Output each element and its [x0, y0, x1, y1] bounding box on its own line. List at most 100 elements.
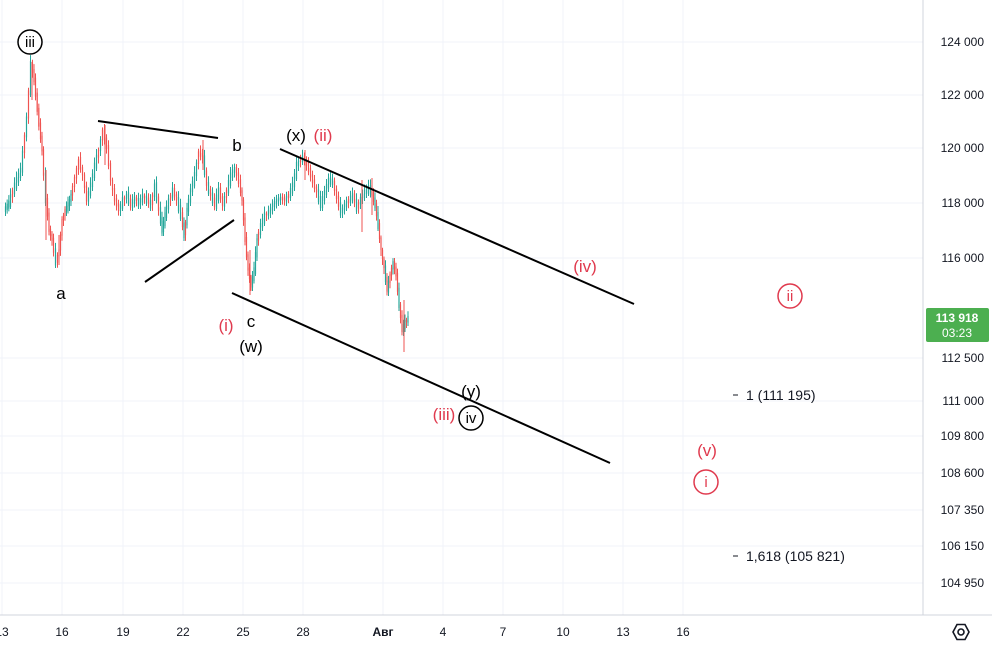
candle-body: [319, 196, 322, 209]
candle-body: [131, 199, 134, 209]
y-tick-label: 124 000: [941, 35, 985, 49]
candle-body: [121, 197, 124, 209]
candle-body: [347, 199, 350, 204]
candle-body: [239, 179, 242, 194]
wave-labels: iii a b (i) c (w) (x) (ii) (iv) ii (y) (iii) iv (v) i: [17, 29, 803, 495]
wave-label: (w): [239, 337, 263, 356]
settings-gear-icon[interactable]: [948, 620, 974, 644]
candle-body: [162, 220, 165, 233]
x-tick-label: 22: [176, 625, 190, 639]
candle-body: [271, 203, 274, 211]
wave-label: (x): [286, 126, 306, 145]
candle-body: [291, 182, 294, 194]
candle-body: [62, 214, 65, 221]
candle-body: [8, 200, 10, 209]
candle-body: [54, 248, 57, 266]
candle-body: [245, 237, 248, 258]
y-tick-label: 107 350: [941, 503, 985, 517]
candle-body: [289, 187, 292, 198]
price-badge-box: [926, 308, 989, 342]
candle-body: [173, 188, 176, 197]
candle-body: [169, 194, 172, 201]
candle-body: [49, 228, 52, 236]
candle-body: [81, 167, 84, 176]
trendline[interactable]: [279, 148, 635, 305]
wave-label-circle: [693, 469, 719, 495]
candle-body: [197, 151, 200, 164]
candle-body: [9, 194, 12, 207]
candle-body: [151, 194, 154, 206]
candle-body: [392, 261, 394, 270]
candle-body: [153, 183, 156, 198]
fib-level-label: 1 (111 195): [746, 387, 816, 403]
candle-body: [181, 212, 184, 228]
candle-body: [161, 217, 163, 234]
x-axis[interactable]: 13 16 19 22 25 28 Авг 4 7 10 13 16: [0, 614, 992, 639]
candle-body: [11, 190, 14, 198]
fib-level-label: 1,618 (105 821): [746, 548, 845, 564]
candle-body: [97, 149, 100, 158]
candle-body: [6, 203, 8, 210]
wave-label: (v): [697, 441, 717, 460]
price-badge-countdown: 03:23: [942, 326, 972, 340]
candle-body: [386, 277, 388, 292]
trendline[interactable]: [144, 219, 235, 283]
candle-body: [335, 188, 338, 199]
candle-body: [149, 199, 152, 209]
trendline[interactable]: [231, 292, 611, 464]
candle-body: [105, 137, 108, 150]
candle-body: [263, 212, 266, 224]
candle-body: [33, 69, 35, 83]
candle-body: [380, 237, 382, 251]
candle-body: [235, 167, 238, 176]
candle-body: [285, 195, 288, 203]
y-tick-label: 116 000: [942, 251, 985, 265]
candle-body: [38, 107, 40, 127]
x-tick-label: 28: [296, 625, 310, 639]
candle-body: [372, 192, 375, 202]
trendlines[interactable]: [97, 120, 635, 464]
candle-body: [365, 188, 368, 195]
x-tick-label: 25: [236, 625, 250, 639]
candle-body: [187, 198, 190, 212]
candle-body: [398, 287, 400, 309]
candle-body: [25, 116, 28, 138]
candle-body: [36, 92, 38, 112]
candle-body: [175, 194, 178, 201]
candle-body: [77, 159, 80, 170]
y-axis[interactable]: 124 000 122 000 120 000 118 000 116 000 112 5…: [922, 0, 992, 615]
candle-body: [297, 160, 300, 167]
candle-body: [119, 204, 122, 212]
x-tick-label: 19: [116, 625, 130, 639]
y-tick-label: 106 150: [941, 539, 985, 553]
candle-body: [171, 187, 174, 199]
candle-body: [315, 186, 318, 193]
candle-body: [157, 196, 160, 211]
candle-body: [143, 195, 146, 199]
candle-body: [393, 261, 396, 270]
candle-body: [241, 190, 243, 201]
candle-body: [127, 192, 130, 204]
candle-body: [209, 188, 212, 196]
candle-body: [19, 167, 22, 179]
candle-body: [17, 173, 20, 183]
candle-body: [111, 179, 114, 191]
candle-body: [93, 162, 96, 179]
trendline[interactable]: [97, 120, 219, 139]
candle-body: [242, 199, 245, 221]
candle-body: [281, 196, 284, 201]
candle-body: [396, 272, 399, 292]
price-series: [4, 55, 409, 352]
candle-body: [29, 61, 32, 95]
candle-body: [52, 237, 55, 253]
candle-body: [261, 218, 264, 228]
candle-body: [91, 173, 94, 188]
candle-body: [345, 200, 348, 208]
candle-body: [329, 177, 332, 185]
candle-body: [267, 210, 270, 216]
candle-body: [233, 166, 236, 173]
candle-body: [333, 180, 336, 191]
candle-body: [399, 304, 402, 318]
